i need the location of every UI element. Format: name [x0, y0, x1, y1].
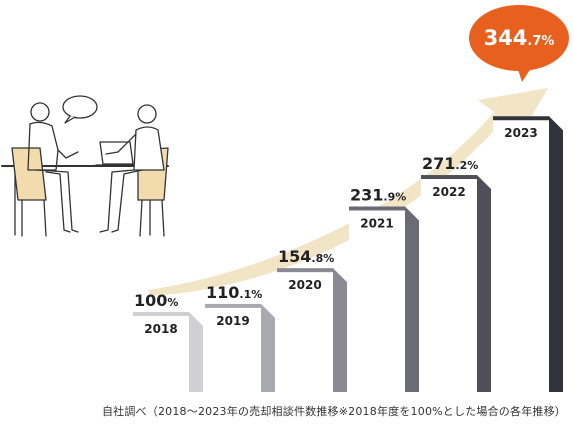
source-note: 自社調べ（2018〜2023年の売却相談件数推移※2018年度を100%とした場… — [101, 405, 566, 418]
bar-face — [277, 268, 333, 392]
bars — [133, 116, 563, 393]
tick-label-2021: 2021 — [360, 216, 393, 230]
bar-cap — [205, 303, 261, 308]
bar-cap — [349, 206, 405, 211]
bar-face — [421, 175, 477, 392]
data-label-2021: 231.9% — [350, 185, 406, 204]
bar-2018 — [133, 312, 203, 392]
bar-cap — [493, 116, 549, 121]
bar-cap — [277, 268, 333, 273]
highlight-bubble: 344.7% — [469, 5, 569, 82]
bar-2022 — [421, 175, 491, 392]
data-label-2023: 344.7% — [484, 26, 555, 50]
bar-face — [205, 303, 261, 392]
bar-2019 — [205, 303, 275, 392]
bar-side — [549, 116, 563, 393]
data-label-2019: 110.1% — [206, 283, 262, 302]
meeting-illustration-icon — [1, 95, 169, 237]
bar-labels: 2018 100% 2019 110.1% 2020 154.8% 2021 231.9% 20… — [134, 126, 538, 336]
data-label-2018: 100% — [134, 291, 178, 310]
tick-label-2022: 2022 — [432, 185, 465, 199]
highlight-bubble-2023: 344.7% — [469, 5, 569, 82]
tick-label-2020: 2020 — [288, 278, 321, 292]
bubble-shape — [469, 5, 569, 71]
bar-2023 — [493, 116, 563, 393]
tick-label-2019: 2019 — [216, 314, 249, 328]
tick-label-2023: 2023 — [504, 126, 537, 140]
tick-label-2018: 2018 — [144, 322, 177, 336]
bar-2021 — [349, 206, 419, 392]
bar-side — [261, 303, 275, 392]
bar-face — [133, 312, 189, 392]
bar-side — [333, 268, 347, 392]
data-label-2022: 271.2% — [422, 154, 478, 173]
bar-side — [405, 206, 419, 392]
bar-cap — [133, 312, 189, 316]
data-label-2020: 154.8% — [278, 247, 334, 266]
bubble-tail — [517, 62, 535, 82]
bar-face — [349, 206, 405, 392]
bar-2020 — [277, 268, 347, 392]
trend-arrow — [148, 88, 548, 296]
trend-arrow-shape — [148, 88, 548, 296]
bar-cap — [421, 175, 477, 180]
bar-side — [189, 312, 203, 392]
bar-face — [493, 116, 549, 393]
bar-side — [477, 175, 491, 392]
